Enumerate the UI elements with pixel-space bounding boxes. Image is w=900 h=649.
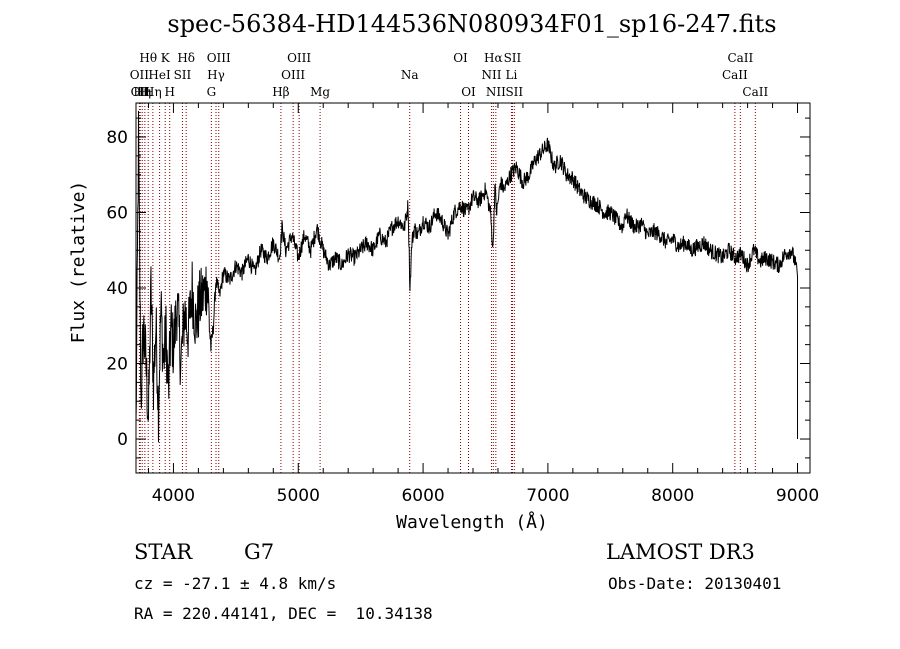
line-marker-label: NII [486,85,506,99]
line-marker-label: Hι [137,85,152,99]
line-marker-label: Mg [310,85,330,99]
line-marker-label: Hη [133,85,151,99]
line-marker-label: OIII [281,68,305,82]
survey-name: LAMOST DR3 [606,540,755,564]
x-axis-label: Wavelength (Å) [396,511,548,533]
plot-frame [135,102,811,474]
line-marker-label: CaII [742,85,768,99]
x-tick-label: 4000 [152,486,195,506]
x-tick-label: 9000 [776,486,819,506]
line-marker-label: CaII [722,68,748,82]
y-tick-label: 80 [106,128,128,148]
line-marker-label: SII [504,51,522,65]
axis-ticks: 4000 5000 6000 7000 8000 9000 0 20 40 60 80 [106,103,819,506]
line-marker-label: Hγ [207,68,225,82]
subclass: G7 [244,540,275,564]
x-tick-label: 6000 [401,486,444,506]
line-marker-label: CaII [727,51,753,65]
obs-date-text: Obs-Date: 20130401 [608,574,782,593]
line-marker-label: Na [401,68,419,82]
line-marker-label: OI [461,85,476,99]
y-tick-label: 60 [106,203,128,223]
line-marker-label: OIII [207,51,231,65]
line-marker-label: OII [131,85,151,99]
object-type: STAR [134,540,193,564]
y-axis-label: Flux (relative) [68,181,89,344]
line-marker-label: Hθ [139,51,157,65]
line-marker-label: Hα [484,51,503,65]
x-tick-label: 8000 [651,486,694,506]
line-marker-label: NII [481,68,501,82]
line-marker-label: OIII [287,51,311,65]
x-tick-label: 5000 [277,486,320,506]
line-markers: OIIOIIHηHιHθHηHeIKHSIIHδGHγOIIIHβOIIIOII… [130,51,768,473]
redshift-text: cz = -27.1 ± 4.8 km/s [134,574,337,593]
series-layer [135,110,799,443]
x-tick-label: 7000 [526,486,569,506]
y-tick-label: 40 [106,279,128,299]
y-tick-label: 0 [117,430,128,450]
line-marker-label: OI [453,51,468,65]
line-marker-label: Li [506,68,518,82]
line-marker-label: Hη [144,85,162,99]
line-marker-label: SII [174,68,192,82]
line-marker-label: K [161,51,171,65]
line-marker-label: HeI [148,68,171,82]
line-marker-label: Hβ [272,85,289,99]
line-marker-label: OII [130,68,150,82]
chart-title: spec-56384-HD144536N080934F01_sp16-247.f… [167,10,776,38]
spectrum-series-line [135,110,799,443]
line-marker-label: G [207,85,217,99]
y-tick-label: 20 [106,355,128,375]
line-marker-label: Hδ [177,51,195,65]
line-marker-label: H [164,85,174,99]
coordinates-text: RA = 220.44141, DEC = 10.34138 [134,604,433,623]
line-marker-label: SII [505,85,523,99]
